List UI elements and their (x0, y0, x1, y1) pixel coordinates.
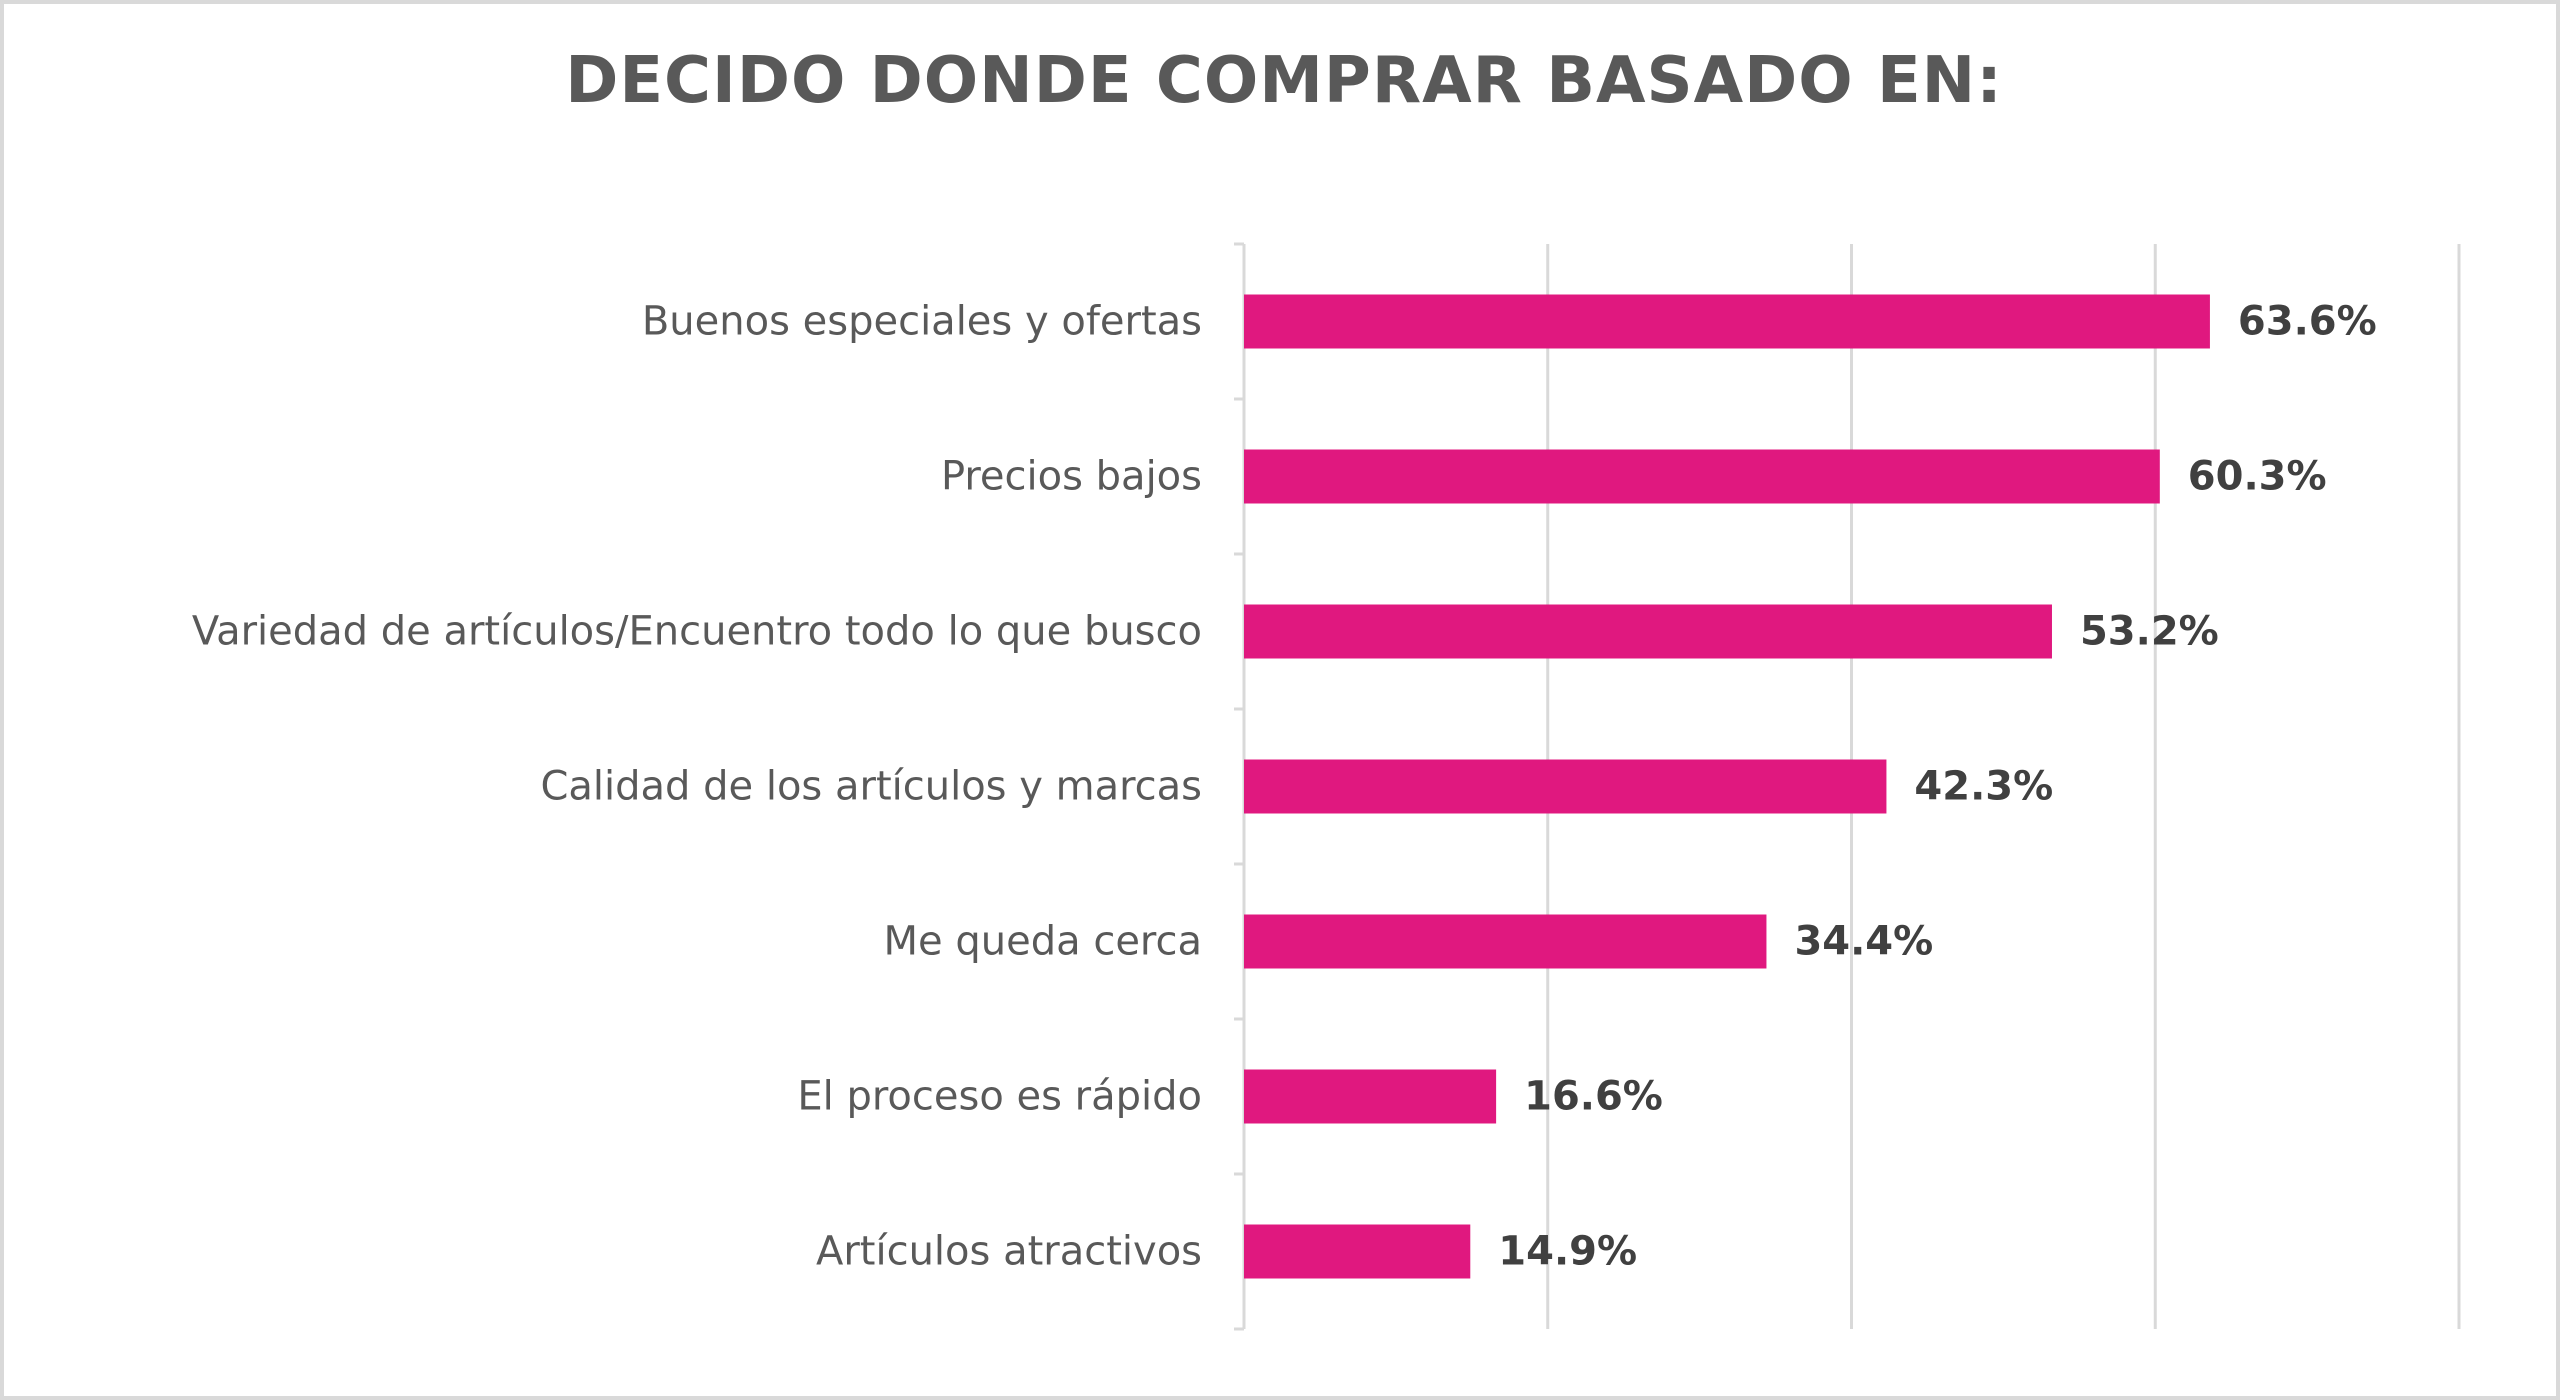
bar-5 (1244, 914, 1767, 969)
value-label-2: 60.3% (2188, 454, 2327, 500)
category-label-1: Buenos especiales y ofertas (642, 299, 1202, 345)
value-label-6: 16.6% (1524, 1074, 1663, 1120)
bar-6 (1244, 1069, 1497, 1124)
bar-3 (1244, 604, 2052, 659)
value-label-3: 53.2% (2080, 609, 2219, 655)
value-label-4: 42.3% (1914, 764, 2053, 810)
value-label-7: 14.9% (1498, 1229, 1637, 1275)
value-label-1: 63.6% (2238, 299, 2377, 345)
category-label-4: Calidad de los artículos y marcas (540, 764, 1202, 810)
category-label-6: El proceso es rápido (797, 1074, 1202, 1120)
bar-4 (1244, 759, 1887, 814)
category-label-3: Variedad de artículos/Encuentro todo lo … (192, 609, 1202, 655)
bar-7 (1244, 1224, 1471, 1279)
bar-chart: Buenos especiales y ofertas 63.6% Precios … (192, 242, 2461, 1331)
bar-2 (1244, 449, 2160, 504)
chart-title: DECIDO DONDE COMPRAR BASADO EN: (565, 44, 2003, 118)
category-label-2: Precios bajos (941, 454, 1202, 500)
value-label-5: 34.4% (1794, 919, 1933, 965)
category-label-5: Me queda cerca (884, 919, 1202, 965)
category-label-7: Artículos atractivos (816, 1229, 1202, 1275)
bar-1 (1244, 294, 2210, 349)
